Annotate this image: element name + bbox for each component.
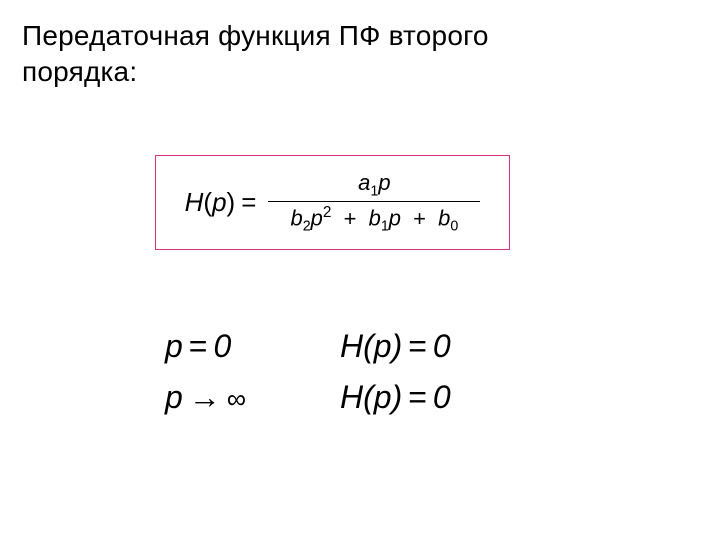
formula-lhs: H(p)=: [185, 187, 263, 218]
limit-row-2-col-1: p→∞: [165, 379, 340, 416]
slide-title: Передаточная функция ПФ второго порядка:: [22, 18, 489, 91]
limit-row-1-col-1: p=0: [165, 328, 340, 365]
limit-row-1-col-2: H(p)=0: [340, 328, 451, 365]
slide: Передаточная функция ПФ второго порядка:…: [0, 0, 720, 540]
title-line-1: Передаточная функция ПФ второго: [22, 20, 489, 51]
formula-fraction: a1p b2p2 + b1p + b0: [268, 170, 480, 235]
transfer-function-formula: H(p)= a1p b2p2 + b1p + b0: [185, 170, 481, 235]
limit-table: p=0 H(p)=0 p→∞ H(p)=0: [165, 328, 451, 416]
formula-numerator: a1p: [268, 170, 480, 202]
formula-denominator: b2p2 + b1p + b0: [284, 202, 464, 235]
transfer-function-box: H(p)= a1p b2p2 + b1p + b0: [155, 155, 510, 250]
title-line-2: порядка:: [22, 56, 137, 87]
limit-row-2-col-2: H(p)=0: [340, 379, 451, 416]
